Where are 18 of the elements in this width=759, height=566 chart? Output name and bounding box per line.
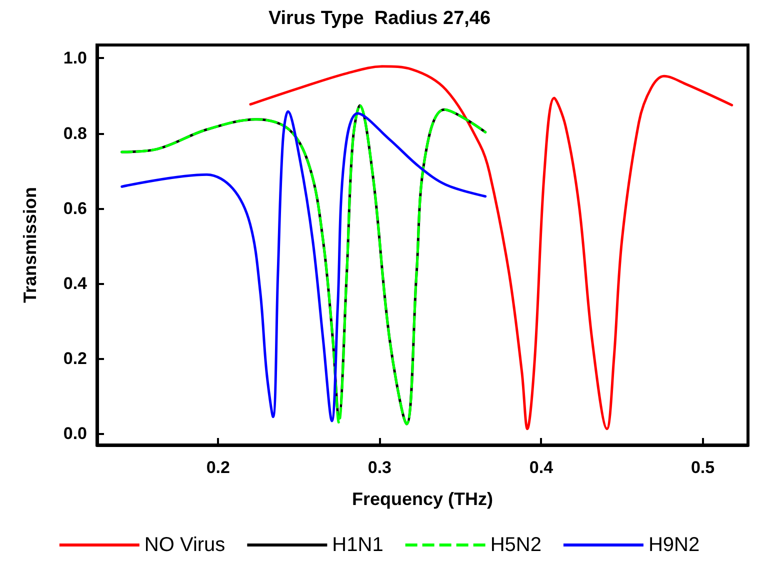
- y-axis-title: Transmission: [20, 186, 40, 304]
- y-tick-label: 0.8: [63, 124, 87, 143]
- line-series: [249, 65, 734, 430]
- legend-label: NO Virus: [144, 534, 226, 556]
- y-tick-label: 0.2: [63, 349, 87, 368]
- x-tick-label: 0.3: [368, 458, 392, 477]
- y-tick-label: 0.6: [63, 198, 87, 218]
- x-axis-title: Frequency (THz): [352, 489, 494, 509]
- legend-label: H9N2: [648, 534, 700, 556]
- x-tick-label: 0.4: [529, 458, 554, 477]
- y-tick-label: 1.0: [63, 48, 87, 68]
- legend-label: H5N2: [490, 534, 542, 556]
- x-tick-label: 0.2: [206, 458, 230, 477]
- x-tick-label: 0.5: [690, 458, 715, 477]
- legend-label: H1N1: [332, 534, 384, 556]
- y-tick-label: 0.0: [63, 424, 87, 444]
- y-tick-label: 0.4: [63, 274, 88, 293]
- chart-title: Virus Type Radius 27,46: [268, 8, 491, 29]
